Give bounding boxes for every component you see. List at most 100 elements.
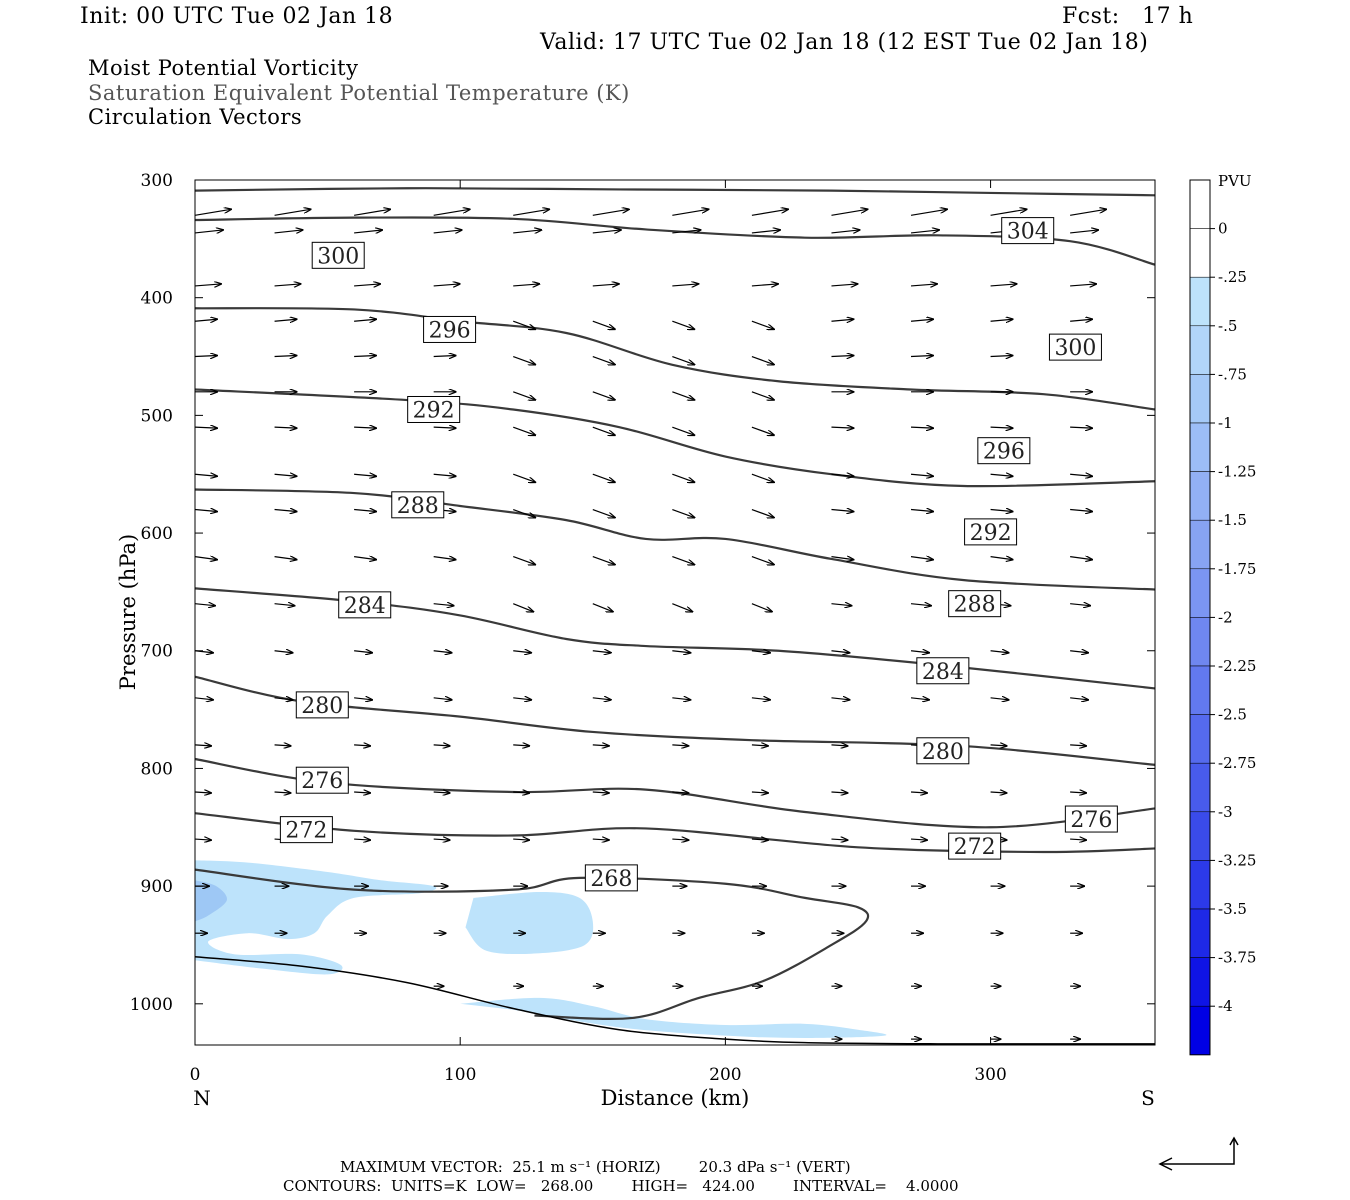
y-tick-label: 400 [141, 289, 173, 309]
wind-vector [433, 474, 456, 476]
wind-vector [433, 792, 450, 793]
wind-vector [831, 284, 857, 286]
contour-label: 296 [429, 318, 471, 343]
wind-vector [672, 391, 694, 400]
reference-vector-arrow [1160, 1138, 1235, 1165]
wind-vector [433, 651, 452, 653]
wind-vector [513, 651, 531, 653]
wind-vector [1070, 698, 1088, 700]
wind-vector [274, 284, 301, 286]
colorbar-label: -.25 [1218, 268, 1247, 286]
contour-label: 292 [413, 398, 455, 423]
field-title-vectors: Circulation Vectors [88, 105, 303, 129]
wind-vector [751, 839, 768, 840]
wind-vector [751, 230, 780, 233]
wind-vector [592, 230, 621, 233]
colorbar-label: -3.5 [1218, 900, 1247, 918]
wind-vector [513, 556, 535, 565]
x-axis-title: Distance (km) [601, 1086, 750, 1110]
wind-vector [672, 230, 700, 233]
wind-vector [910, 209, 947, 216]
wind-vector [1070, 427, 1092, 428]
wind-vector [274, 698, 293, 700]
wind-vector [910, 698, 929, 700]
y-tick-label: 700 [141, 642, 173, 662]
colorbar-label: -3.25 [1218, 851, 1256, 869]
wind-vector [433, 284, 460, 286]
wind-vector [910, 792, 927, 793]
circulation-vectors [194, 209, 1106, 1039]
axes: 300 400 500 600 700 800 900 1000 0 100 200 300 Dista… [116, 171, 1155, 1110]
colorbar-swatch [1189, 471, 1211, 521]
wind-vector [831, 745, 847, 746]
x-tick-label: 300 [974, 1065, 1006, 1085]
wind-vector [990, 284, 1017, 286]
wind-vector [592, 209, 629, 216]
pv-shading [195, 860, 887, 1038]
wind-vector [672, 426, 694, 435]
wind-vector [433, 356, 456, 357]
wind-vector [592, 473, 615, 482]
wind-vector [274, 792, 291, 793]
wind-vector [274, 230, 303, 233]
wind-vector [513, 698, 531, 700]
wind-vector [592, 355, 615, 365]
colorbar-label: -2.5 [1218, 706, 1247, 724]
colorbar-label: -2.25 [1218, 657, 1256, 675]
contour-label: 284 [344, 594, 386, 619]
contour-296 [194, 307, 1156, 411]
colorbar-label: -2 [1218, 608, 1233, 626]
colorbar-swatch [1189, 908, 1211, 958]
contour-label-box [948, 832, 1002, 860]
wind-vector [990, 356, 1013, 357]
wind-vector [672, 508, 694, 518]
wind-vector [194, 510, 217, 512]
wind-vector [354, 792, 370, 793]
wind-vector [910, 319, 933, 321]
wind-vector [910, 839, 927, 840]
wind-vector [513, 508, 535, 518]
wind-vector [990, 792, 1007, 793]
wind-vector [354, 209, 390, 216]
wind-vector [592, 556, 615, 565]
forecast-hour: Fcst: 17 h [1062, 4, 1194, 29]
wind-vector [1070, 651, 1088, 653]
wind-vector [433, 427, 456, 428]
y-tick-label: 600 [141, 524, 173, 544]
wind-vector [1070, 604, 1090, 606]
wind-vector [194, 474, 217, 476]
wind-vector [274, 745, 291, 746]
colorbar-swatch [1189, 860, 1211, 910]
wind-vector [592, 792, 609, 793]
wind-vector [354, 356, 376, 357]
wind-vector [831, 510, 853, 512]
contour-label: 276 [1070, 808, 1112, 833]
wind-vector [910, 510, 933, 512]
wind-vector [990, 745, 1007, 746]
contour-label: 288 [954, 593, 996, 618]
contour-label: 288 [397, 494, 439, 519]
colorbar-swatch [1189, 811, 1211, 861]
wind-vector [751, 284, 778, 286]
wind-vector [274, 510, 297, 512]
wind-vector [910, 604, 931, 606]
wind-vector [194, 839, 211, 840]
wind-vector [990, 557, 1013, 560]
contour-label-box [295, 691, 349, 719]
wind-vector [274, 356, 297, 357]
contour-label-box [916, 657, 970, 685]
wind-vector [751, 508, 774, 518]
wind-vector [1070, 745, 1086, 746]
x-right-end-label: S [1141, 1086, 1155, 1110]
wind-vector [592, 651, 611, 653]
wind-vector [592, 508, 615, 518]
colorbar-swatch [1189, 957, 1211, 1007]
wind-vector [751, 391, 774, 400]
contour-label-box [407, 395, 461, 423]
contour-label-box [916, 737, 970, 765]
colorbar-label: -3 [1218, 803, 1233, 821]
colorbar-label: -2.75 [1218, 754, 1256, 772]
contour-label-box [1001, 217, 1055, 245]
max-vector-text: MAXIMUM VECTOR: 25.1 m s⁻¹ (HORIZ) 20.3 … [340, 1158, 851, 1176]
